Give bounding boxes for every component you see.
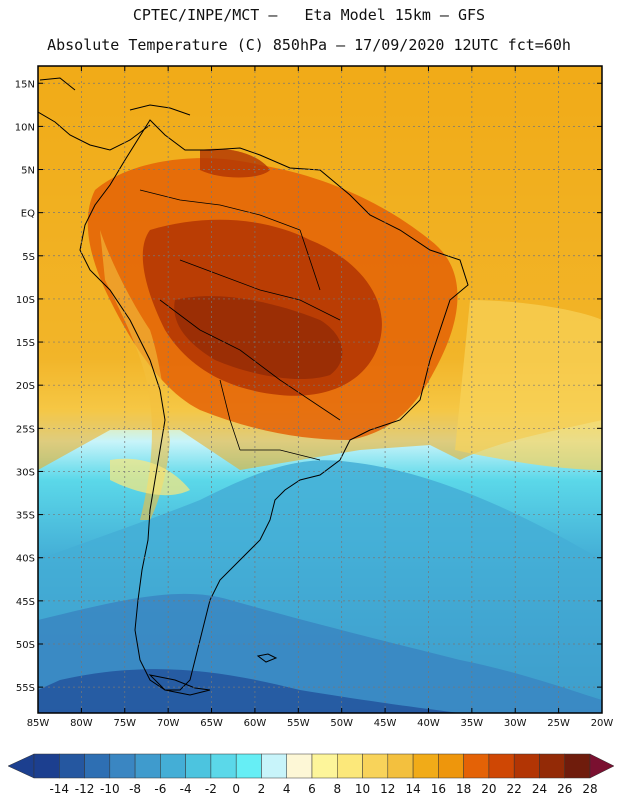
colorbar: -14 -12 -10 -8 -6 -4 -2 0 2 4 6 8 10 12 14 16 18 20 22 24 26… <box>7 753 615 796</box>
temperature-field <box>38 66 602 713</box>
colorbar-tick-label: 8 <box>333 782 341 796</box>
colorbar-swatch <box>33 753 60 779</box>
lat-tick-label: 55S <box>16 683 35 694</box>
colorbar-swatch <box>513 753 540 779</box>
colorbar-swatch <box>185 753 212 779</box>
lon-tick-label: 60W <box>244 718 267 729</box>
lat-tick-label: 10S <box>16 295 35 306</box>
lon-tick-label: 45W <box>374 718 397 729</box>
lon-tick-label: 25W <box>547 718 570 729</box>
colorbar-tick-label: 14 <box>405 782 420 796</box>
lat-tick-label: EQ <box>21 209 35 220</box>
map-title-line1: CPTEC/INPE/MCT – Eta Model 15km – GFS <box>132 6 486 24</box>
colorbar-swatch <box>337 753 363 779</box>
colorbar-tick-label: -2 <box>205 782 217 796</box>
lon-tick-label: 75W <box>113 718 136 729</box>
colorbar-swatch <box>160 753 186 779</box>
colorbar-tick-label: 2 <box>258 782 266 796</box>
lon-tick-label: 80W <box>70 718 93 729</box>
colorbar-tick-label: 4 <box>283 782 291 796</box>
lon-tick-label: 65W <box>200 718 223 729</box>
lon-tick-label: 40W <box>417 718 440 729</box>
colorbar-tick-label: -12 <box>75 782 95 796</box>
lon-tick-label: 55W <box>287 718 310 729</box>
colorbar-under-arrow <box>7 753 35 779</box>
lat-tick-label: 45S <box>16 597 35 608</box>
falkland-islands <box>256 653 278 663</box>
lat-tick-label: 30S <box>16 467 35 478</box>
colorbar-tick-label: 10 <box>355 782 370 796</box>
lat-tick-label: 15S <box>16 338 35 349</box>
colorbar-tick-label: -4 <box>180 782 192 796</box>
lat-tick-label: 40S <box>16 554 35 565</box>
colorbar-swatch <box>59 753 85 779</box>
colorbar-swatch <box>463 753 490 779</box>
lat-tick-label: 10N <box>15 122 35 133</box>
lat-tick-label: 5S <box>22 252 35 263</box>
colorbar-tick-label: 12 <box>380 782 395 796</box>
colorbar-tick-label: 6 <box>308 782 316 796</box>
colorbar-swatch <box>109 753 136 779</box>
colorbar-tick-label: 28 <box>582 782 597 796</box>
lon-tick-label: 20W <box>591 718 614 729</box>
lat-tick-label: 25S <box>16 424 35 435</box>
map-title-line2: Absolute Temperature (C) 850hPa – 17/09/… <box>47 36 571 54</box>
country-borders <box>139 189 341 461</box>
colorbar-swatch <box>286 753 313 779</box>
tierra-del-fuego <box>148 674 211 696</box>
colorbar-tick-label: -6 <box>154 782 166 796</box>
colorbar-swatch <box>210 753 237 779</box>
colorbar-swatch <box>362 753 389 779</box>
lat-tick-label: 15N <box>15 79 35 90</box>
colorbar-tick-label: 24 <box>532 782 547 796</box>
colorbar-over-arrow <box>589 753 615 779</box>
lat-tick-label: 35S <box>16 511 35 522</box>
lat-tick-label: 50S <box>16 640 35 651</box>
colorbar-tick-label: -8 <box>129 782 141 796</box>
lat-tick-label: 5N <box>21 166 35 177</box>
colorbar-tick-label: 18 <box>456 782 471 796</box>
colorbar-tick-label: 0 <box>232 782 240 796</box>
colorbar-swatch <box>84 753 111 779</box>
colorbar-swatch <box>564 753 591 779</box>
lat-tick-label: 20S <box>16 381 35 392</box>
colorbar-swatch <box>539 753 565 779</box>
lon-tick-label: 35W <box>461 718 484 729</box>
colorbar-swatch <box>412 753 439 779</box>
colorbar-tick-label: 16 <box>431 782 446 796</box>
colorbar-swatch <box>438 753 464 779</box>
colorbar-tick-label: -14 <box>49 782 69 796</box>
colorbar-tick-label: -10 <box>100 782 120 796</box>
central-america-coastline <box>38 77 191 151</box>
colorbar-tick-label: 20 <box>481 782 496 796</box>
map-frame <box>37 65 603 714</box>
colorbar-swatch <box>134 753 161 779</box>
colorbar-tick-label: 22 <box>507 782 522 796</box>
lon-tick-label: 85W <box>27 718 50 729</box>
colorbar-swatch <box>387 753 414 779</box>
lon-tick-label: 30W <box>504 718 527 729</box>
lon-tick-label: 50W <box>330 718 353 729</box>
lon-tick-label: 70W <box>157 718 180 729</box>
colorbar-tick-label: 26 <box>557 782 572 796</box>
colorbar-swatch <box>261 753 287 779</box>
colorbar-swatch <box>235 753 262 779</box>
colorbar-swatch <box>488 753 515 779</box>
colorbar-swatch <box>311 753 338 779</box>
